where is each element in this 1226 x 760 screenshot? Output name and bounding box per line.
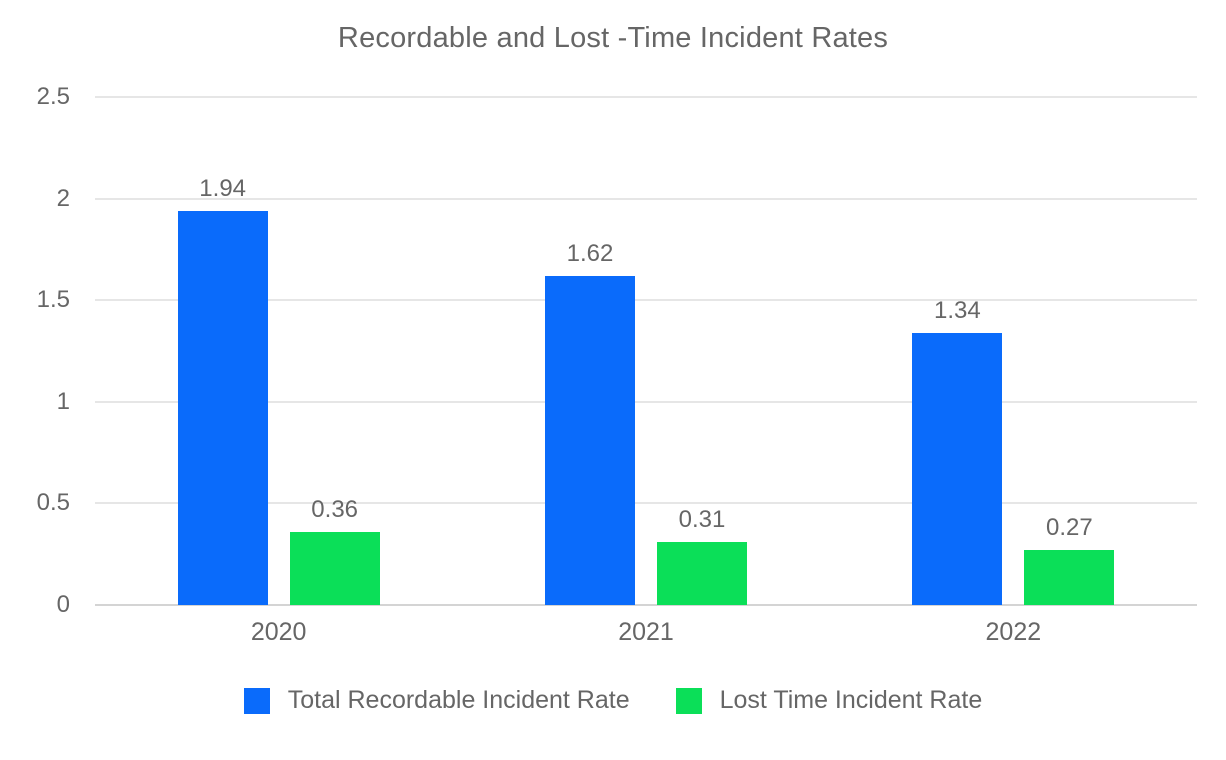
bar bbox=[289, 531, 380, 605]
legend-label: Total Recordable Incident Rate bbox=[287, 686, 630, 714]
grid-line bbox=[95, 400, 1197, 403]
grid-line bbox=[95, 96, 1197, 98]
y-axis-tick-label: 1 bbox=[56, 387, 70, 415]
bar bbox=[177, 210, 268, 605]
legend-swatch-green bbox=[675, 687, 702, 714]
y-axis-tick-label: 2.5 bbox=[36, 83, 70, 110]
legend-swatch-blue bbox=[243, 687, 270, 714]
bar-value-label: 1.94 bbox=[199, 174, 247, 202]
x-axis-tick-label: 2020 bbox=[250, 618, 307, 646]
bar-value-label: 0.27 bbox=[1045, 514, 1093, 542]
bar bbox=[657, 542, 747, 605]
y-axis-tick-label: 0.5 bbox=[36, 489, 70, 517]
bar bbox=[912, 332, 1003, 605]
grid-line bbox=[95, 299, 1197, 302]
grid-line bbox=[95, 502, 1197, 505]
bar-value-label: 1.62 bbox=[566, 239, 614, 267]
legend-item-total-recordable: Total Recordable Incident Rate bbox=[243, 686, 630, 715]
bar bbox=[545, 275, 635, 605]
bar bbox=[1024, 550, 1115, 605]
chart-legend: Total Recordable Incident Rate Lost Time… bbox=[0, 686, 1226, 715]
legend-label: Lost Time Incident Rate bbox=[719, 686, 983, 714]
chart-title: Recordable and Lost -Time Incident Rates bbox=[337, 22, 889, 54]
bar-value-label: 1.34 bbox=[933, 296, 981, 324]
y-axis-tick-label: 1.5 bbox=[36, 286, 70, 314]
bar-value-label: 0.36 bbox=[311, 495, 359, 523]
x-axis-tick-label: 2021 bbox=[618, 618, 674, 646]
plot-area: 0 0.5 1 1.5 2 2.5 1.94 0.36 2020 1.62 0.31 2021 1.34… bbox=[37, 83, 1197, 646]
x-axis-baseline bbox=[95, 604, 1197, 606]
x-axis-tick-label: 2022 bbox=[985, 618, 1042, 646]
legend-item-lost-time: Lost Time Incident Rate bbox=[675, 686, 983, 715]
grid-line bbox=[95, 197, 1197, 200]
bar-value-label: 0.31 bbox=[678, 506, 726, 534]
y-axis-tick-label: 2 bbox=[56, 184, 70, 212]
y-axis-tick-label: 0 bbox=[56, 591, 70, 618]
